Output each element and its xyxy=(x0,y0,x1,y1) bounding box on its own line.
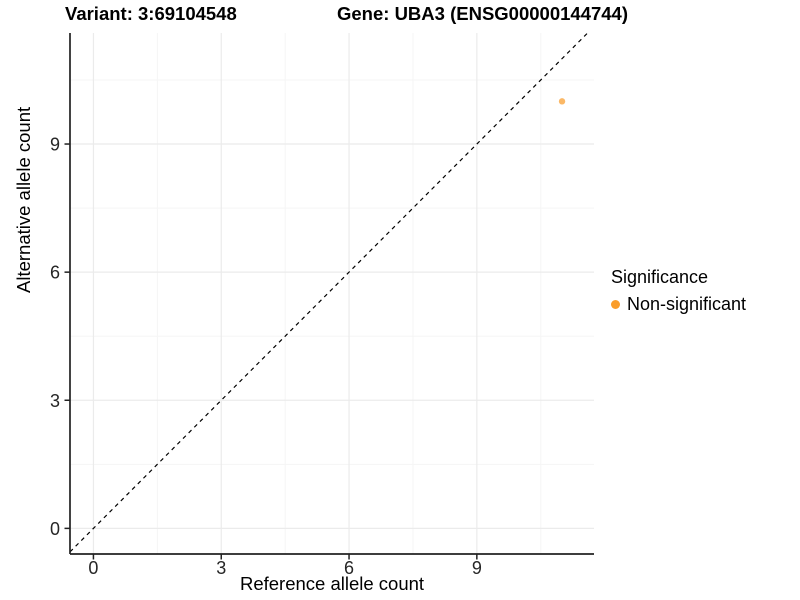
data-point-non-significant xyxy=(558,98,566,105)
x-tick-label: 0 xyxy=(88,558,98,578)
legend-item-label: Non-significant xyxy=(627,294,747,314)
identity-dashed-line xyxy=(69,32,589,553)
x-tick-label: 3 xyxy=(216,558,226,578)
non-significant-dot-icon xyxy=(611,300,620,309)
y-tick-label: 9 xyxy=(50,135,60,155)
x-axis-title: Reference allele count xyxy=(239,573,425,594)
legend: Significance Non-significant xyxy=(611,267,746,315)
variant-title: Variant: 3:69104548 xyxy=(65,3,237,24)
y-tick-label: 0 xyxy=(50,519,60,539)
y-tick-label: 6 xyxy=(50,263,60,283)
x-tick-label: 6 xyxy=(344,558,354,578)
x-tick-label: 9 xyxy=(472,558,482,578)
gene-title: Gene: UBA3 (ENSG00000144744) xyxy=(337,3,629,24)
y-tick-label: 3 xyxy=(50,391,60,411)
legend-item-non-significant: Non-significant xyxy=(611,294,746,315)
legend-title: Significance xyxy=(611,267,709,287)
